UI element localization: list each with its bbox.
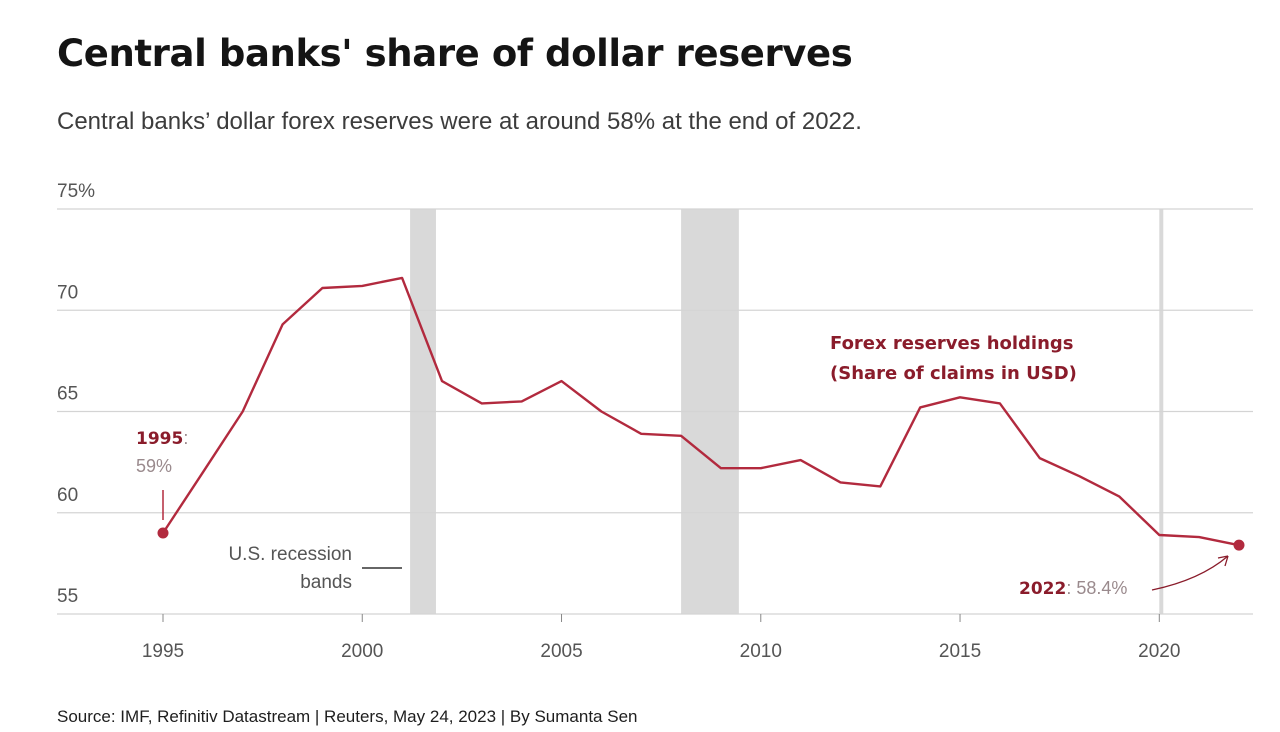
x-tick-label-2015: 2015 — [939, 641, 981, 662]
chart-subtitle: Central banks’ dollar forex reserves wer… — [57, 108, 862, 135]
series-group — [157, 276, 1245, 551]
end-annotation-year: 2022 — [1019, 579, 1066, 599]
x-tick-label-2005: 2005 — [540, 641, 582, 662]
gridlines — [57, 208, 1253, 615]
x-tick-label-2020: 2020 — [1138, 641, 1180, 662]
series-line-0 — [161, 276, 1240, 547]
y-tick-label-65: 65 — [57, 384, 78, 405]
series-label-line1: Forex reserves holdings — [830, 333, 1074, 354]
x-tick-label-2000: 2000 — [341, 641, 383, 662]
chart-title: Central banks' share of dollar reserves — [57, 32, 853, 75]
series-start-point — [157, 527, 169, 539]
start-annotation-value: 59% — [136, 456, 172, 476]
recession-legend-line2: bands — [300, 572, 352, 593]
x-tick-label-1995: 1995 — [142, 641, 184, 662]
line-chart: 75% 70 65 60 55 1995 2000 2005 2010 2015 2020 For… — [57, 181, 1253, 662]
y-tick-label-70: 70 — [57, 282, 78, 303]
series-label-line2: (Share of claims in USD) — [830, 363, 1077, 384]
y-axis-ticks: 75% 70 65 60 55 — [57, 181, 95, 607]
start-annotation-label: 1995: — [136, 428, 188, 449]
source-note: Source: IMF, Refinitiv Datastream | Reut… — [57, 707, 638, 726]
y-tick-label-75: 75% — [57, 181, 95, 202]
x-tick-label-2010: 2010 — [740, 641, 782, 662]
start-annotation-colon: : — [183, 428, 188, 448]
end-annotation-label: 2022: 58.4% — [1019, 578, 1127, 599]
start-annotation-year: 1995 — [136, 429, 183, 449]
end-annotation-arrow — [1151, 555, 1229, 591]
recession-legend-line1: U.S. recession — [228, 544, 352, 565]
end-annotation-value: : 58.4% — [1066, 578, 1127, 598]
x-axis-ticks: 1995 2000 2005 2010 2015 2020 — [142, 614, 1180, 662]
end-annotation-arrowhead — [1217, 555, 1229, 567]
y-tick-label-60: 60 — [57, 485, 78, 506]
y-tick-label-55: 55 — [57, 586, 78, 607]
series-end-point — [1233, 539, 1245, 551]
